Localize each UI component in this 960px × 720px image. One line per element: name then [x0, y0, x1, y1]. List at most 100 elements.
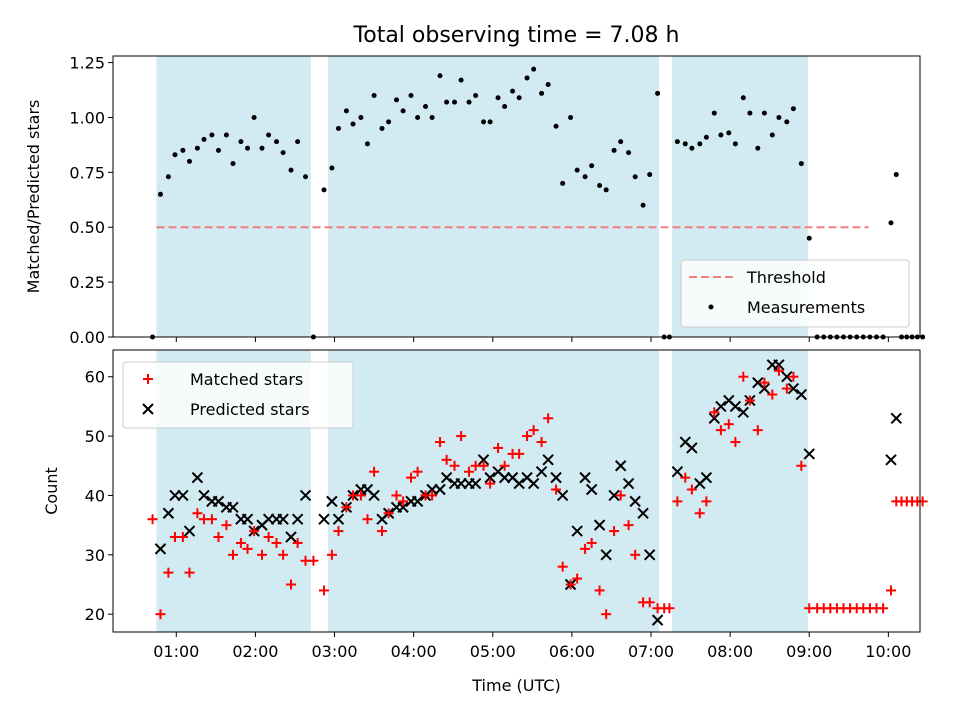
- matched-star-point: [184, 567, 195, 578]
- measurement-point: [274, 139, 280, 145]
- predicted-star-point: [241, 513, 254, 525]
- matched-star-point: [435, 437, 446, 448]
- shaded-interval: [327, 350, 659, 632]
- measurement-point: [761, 110, 767, 116]
- predicted-star-point: [795, 388, 808, 401]
- legend-box: [680, 259, 910, 328]
- measurement-point: [364, 141, 370, 147]
- measurement-point: [510, 88, 516, 94]
- matched-star-point: [318, 585, 329, 596]
- measurement-point: [539, 90, 545, 96]
- measurement-point: [502, 103, 508, 109]
- x-tick-label: 02:00: [232, 642, 278, 661]
- measurement-point: [371, 93, 377, 99]
- matched-star-point: [292, 537, 303, 548]
- matched-star-point: [499, 460, 510, 471]
- measurement-point: [703, 134, 709, 140]
- matched-star-point: [730, 437, 741, 448]
- measurement-point: [597, 183, 603, 189]
- measurement-point: [487, 119, 493, 125]
- matched-star-point: [406, 472, 417, 483]
- measurement-point: [689, 145, 695, 151]
- measurement-point: [769, 132, 775, 138]
- matched-star-point: [557, 561, 568, 572]
- top-y-axis-label: Matched/Predicted stars: [24, 100, 43, 294]
- matched-star-point: [398, 496, 409, 507]
- bottom-x-ticks: 01:00 02:00 03:00 04:00 05:00 06:00 07:00 08:00…: [153, 632, 911, 661]
- legend-measurement-label: Measurements: [747, 298, 865, 317]
- matched-star-point: [709, 407, 720, 418]
- predicted-star-point: [890, 412, 902, 424]
- x-tick-label: 07:00: [628, 642, 674, 661]
- matched-star-point: [271, 537, 282, 548]
- predicted-star-point: [527, 477, 540, 490]
- measurement-point: [640, 202, 646, 208]
- measurement-point: [201, 136, 207, 142]
- bottom-y-ticks: 20 30 40 50 60: [85, 368, 113, 624]
- top-x-ticks: [175, 337, 889, 342]
- matched-star-point: [362, 514, 373, 525]
- measurement-point: [784, 119, 790, 125]
- matched-star-point: [192, 508, 203, 519]
- matched-star-point: [528, 425, 539, 436]
- matched-star-point: [701, 496, 712, 507]
- matched-star-point: [781, 383, 792, 394]
- legend-matched-label: Matched stars: [190, 370, 303, 389]
- predicted-star-point: [729, 400, 742, 413]
- predicted-star-point: [637, 507, 649, 519]
- measurement-point: [245, 145, 250, 151]
- matched-star-point: [680, 472, 691, 483]
- matched-star-point: [723, 419, 734, 430]
- bottom-y-axis-label: Count: [42, 467, 61, 515]
- measurement-point: [444, 99, 450, 105]
- legend-measurement-swatch: [708, 304, 714, 310]
- matched-star-point: [242, 543, 253, 554]
- matched-star-point: [485, 478, 496, 489]
- matched-star-point: [586, 537, 597, 548]
- bottom-legend: Matched stars Predicted stars: [122, 361, 354, 429]
- matched-star-point: [177, 532, 188, 543]
- measurement-point: [165, 174, 171, 180]
- matched-star-point: [249, 526, 260, 537]
- predicted-star-point: [397, 501, 409, 514]
- matched-star-point: [308, 555, 319, 566]
- measurement-point: [495, 95, 501, 101]
- predicted-star-point: [291, 513, 304, 525]
- matched-star-point: [163, 567, 174, 578]
- measurement-point: [379, 125, 385, 131]
- measurement-point: [194, 145, 200, 151]
- measurement-point: [259, 145, 265, 151]
- measurement-point: [329, 165, 335, 171]
- matched-star-point: [341, 502, 352, 513]
- matched-star-point: [391, 490, 402, 501]
- matched-star-point: [609, 526, 620, 537]
- measurement-point: [180, 147, 186, 153]
- measurement-point: [186, 158, 192, 164]
- x-tick-label: 05:00: [470, 642, 516, 661]
- measurement-point: [732, 141, 738, 147]
- matched-star-point: [694, 508, 705, 519]
- matched-star-point: [213, 532, 224, 543]
- predicted-star-point: [600, 549, 612, 561]
- x-tick-label: 06:00: [549, 642, 595, 661]
- predicted-star-point: [550, 471, 562, 484]
- matched-star-point: [427, 490, 438, 501]
- predicted-star-point: [411, 495, 424, 508]
- predicted-star-point: [608, 489, 620, 502]
- predicted-star-point: [585, 483, 598, 496]
- measurement-point: [280, 150, 286, 156]
- predicted-star-point: [277, 513, 289, 525]
- measurement-point: [400, 108, 406, 114]
- measurement-point: [386, 119, 392, 125]
- predicted-star-point: [787, 382, 800, 395]
- measurement-point: [568, 114, 574, 120]
- predicted-star-point: [686, 442, 698, 454]
- measurement-point: [798, 161, 804, 167]
- matched-star-point: [464, 466, 475, 477]
- measurement-point: [230, 161, 236, 167]
- matched-star-point: [572, 573, 583, 584]
- measurement-point: [288, 167, 294, 173]
- predicted-star-point: [191, 471, 204, 484]
- matched-star-point: [221, 520, 232, 531]
- measurement-point: [266, 132, 272, 138]
